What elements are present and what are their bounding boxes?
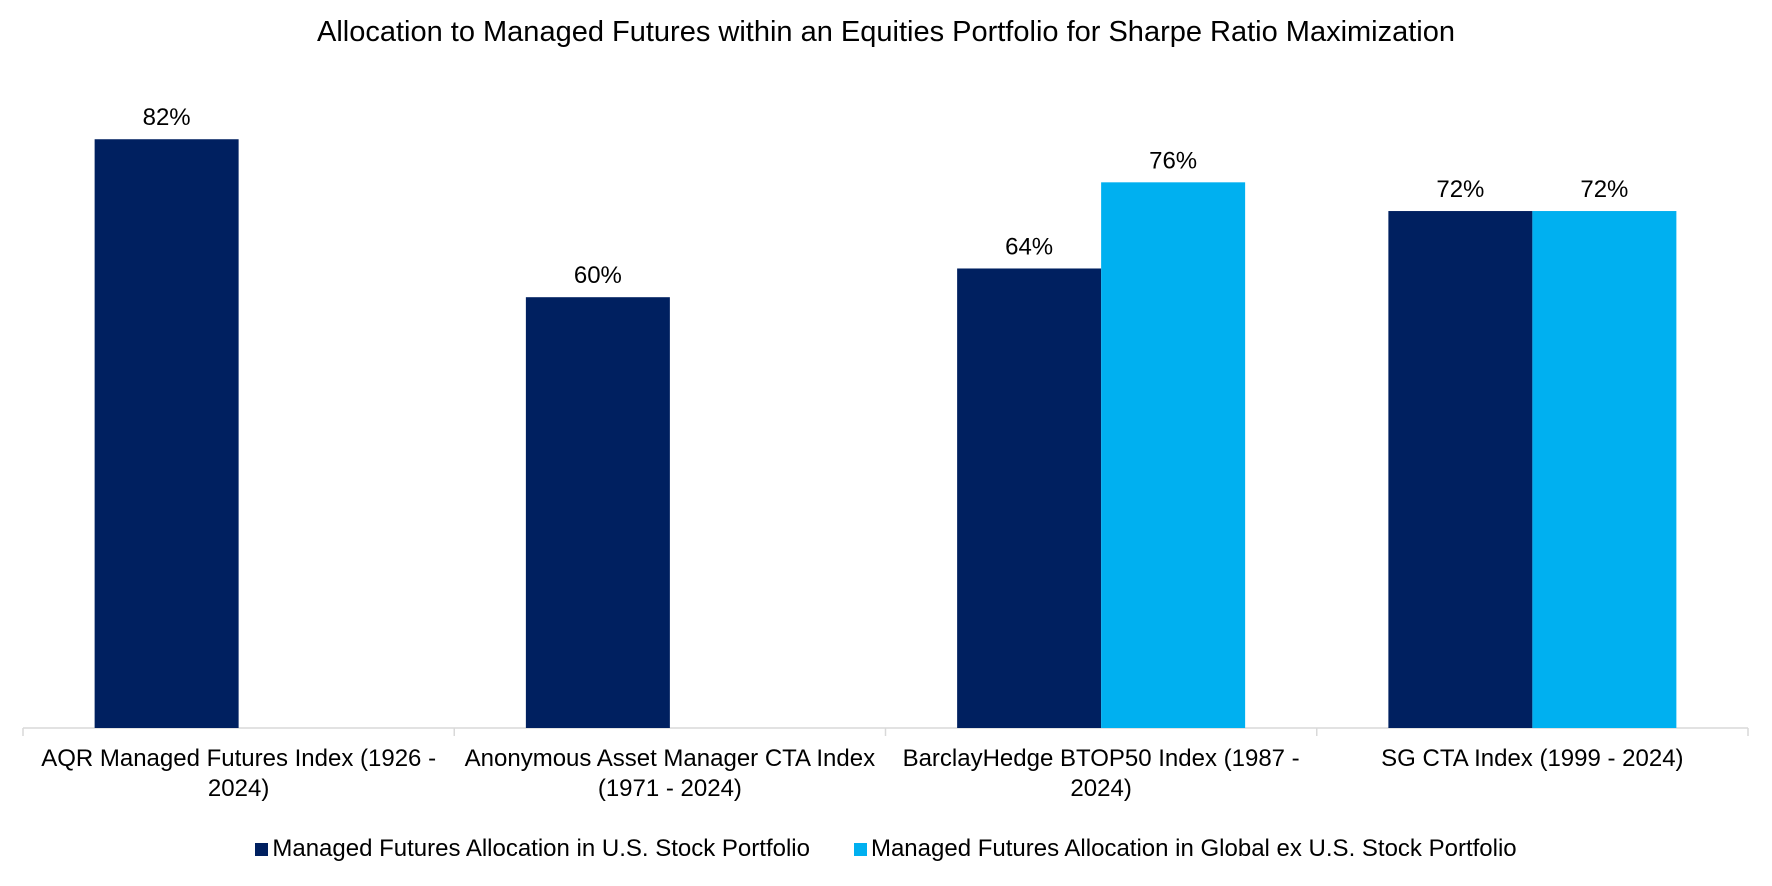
data-label: 64% (1005, 233, 1053, 260)
bar (957, 268, 1102, 728)
legend-label: Managed Futures Allocation in U.S. Stock… (272, 835, 810, 862)
x-tick-label: Anonymous Asset Manager CTA Index (1971 … (464, 745, 876, 802)
chart-title: Allocation to Managed Futures within an … (316, 16, 1456, 48)
x-tick-label: SG CTA Index (1999 - 2024) (1381, 745, 1684, 772)
legend-swatch (255, 842, 269, 856)
bar (1532, 211, 1677, 729)
bar (1388, 211, 1533, 729)
data-label: 60% (574, 262, 622, 289)
x-tick-label: AQR Managed Futures Index (1926 - 2024) (41, 745, 437, 802)
data-label: 82% (143, 104, 191, 131)
bar (94, 139, 239, 729)
bar (525, 297, 670, 728)
bar (1101, 182, 1246, 728)
legend-item: Managed Futures Allocation in U.S. Stock… (255, 835, 810, 863)
x-tick-label: BarclayHedge BTOP50 Index (1987 - 2024) (902, 745, 1300, 802)
data-label: 72% (1580, 176, 1628, 203)
legend: Managed Futures Allocation in U.S. Stock… (0, 835, 1772, 863)
legend-swatch (853, 842, 867, 856)
data-label: 76% (1149, 147, 1197, 174)
data-label: 72% (1436, 176, 1484, 203)
legend-label: Managed Futures Allocation in Global ex … (870, 835, 1517, 862)
legend-item: Managed Futures Allocation in Global ex … (853, 835, 1517, 863)
